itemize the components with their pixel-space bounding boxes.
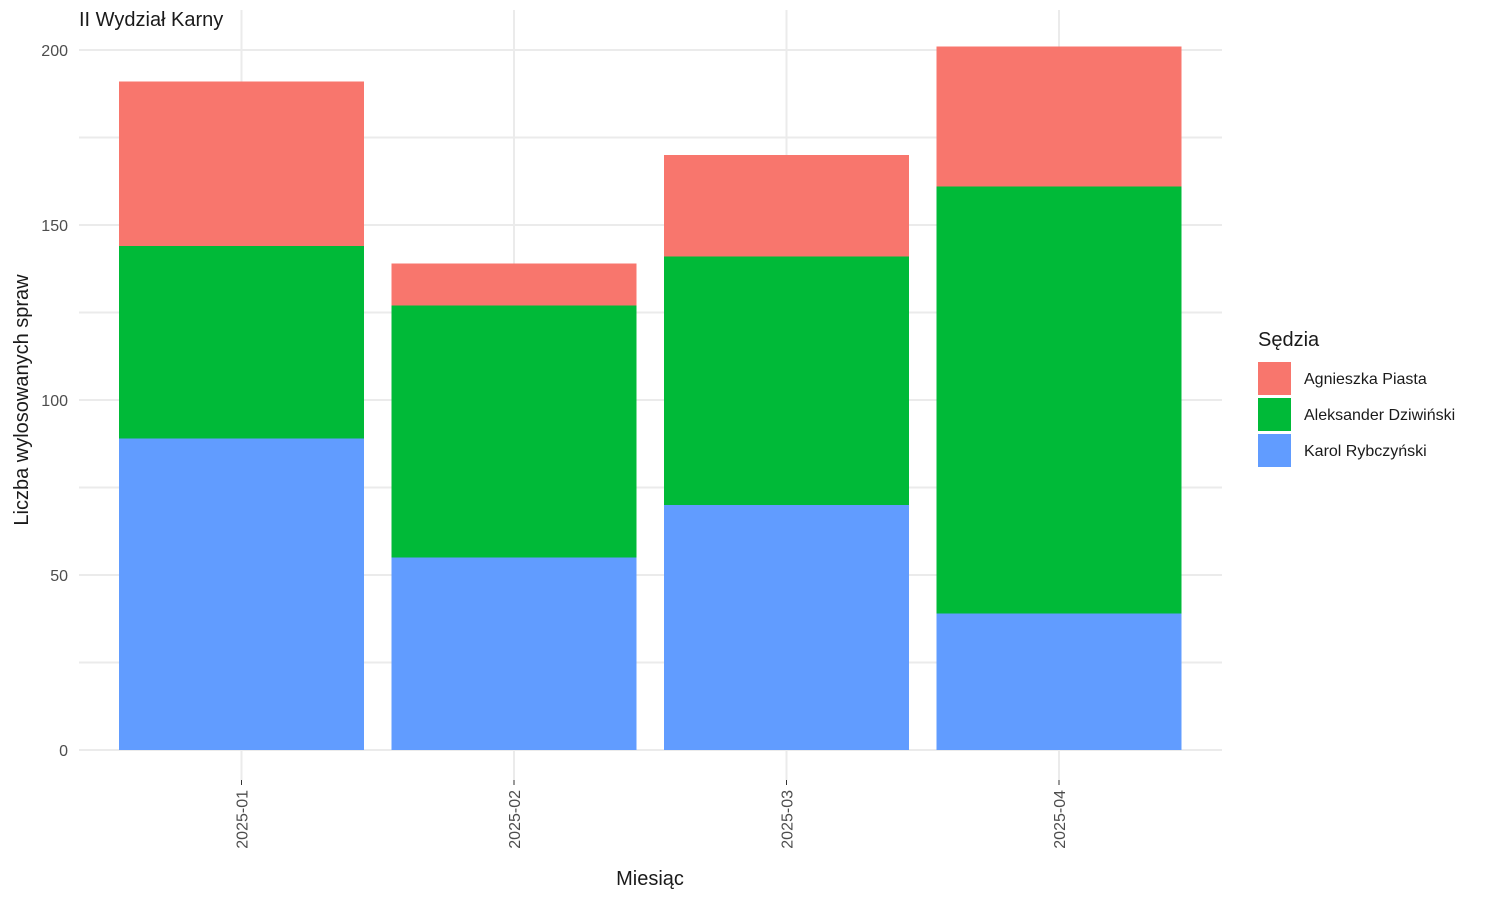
legend-swatch	[1258, 362, 1291, 395]
x-tick-label: 2025-04	[1052, 790, 1069, 849]
bar-segment	[936, 186, 1182, 614]
legend-title: Sędzia	[1258, 329, 1320, 351]
y-axis-title: Liczba wylosowanych spraw	[11, 274, 33, 526]
x-axis-title: Miesiąc	[616, 868, 684, 890]
chart-title: II Wydział Karny	[79, 9, 223, 31]
legend-label: Karol Rybczyński	[1304, 443, 1427, 460]
bar-segment	[391, 557, 637, 750]
bars-layer	[119, 46, 1182, 750]
bar-segment	[936, 613, 1182, 750]
legend-swatch	[1258, 434, 1291, 467]
bar-segment	[391, 263, 637, 306]
x-tick-label: 2025-03	[780, 790, 797, 849]
y-tick-label: 100	[41, 393, 68, 410]
axis-layer: 0 50 100 150 200 2025-01 2025-02 2025-03 2025-04	[41, 43, 1069, 849]
legend-swatch	[1258, 398, 1291, 431]
legend-label: Agnieszka Piasta	[1304, 371, 1427, 388]
x-tick-label: 2025-01	[235, 790, 252, 849]
legend-label: Aleksander Dziwiński	[1304, 407, 1455, 424]
bar-segment	[119, 438, 364, 750]
bar-segment	[936, 46, 1182, 187]
y-tick-label: 50	[50, 568, 68, 585]
legend: Sędzia Agnieszka Piasta Aleksander Dziwiń…	[1258, 329, 1455, 467]
bar-segment	[119, 81, 364, 246]
x-tick-label: 2025-02	[507, 790, 524, 849]
y-tick-label: 150	[41, 218, 68, 235]
bar-segment	[119, 246, 364, 439]
bar-segment	[664, 256, 909, 505]
y-tick-label: 200	[41, 43, 68, 60]
bar-segment	[664, 155, 909, 257]
bar-segment	[664, 505, 909, 750]
y-tick-label: 0	[59, 743, 68, 760]
bar-segment	[391, 305, 637, 558]
